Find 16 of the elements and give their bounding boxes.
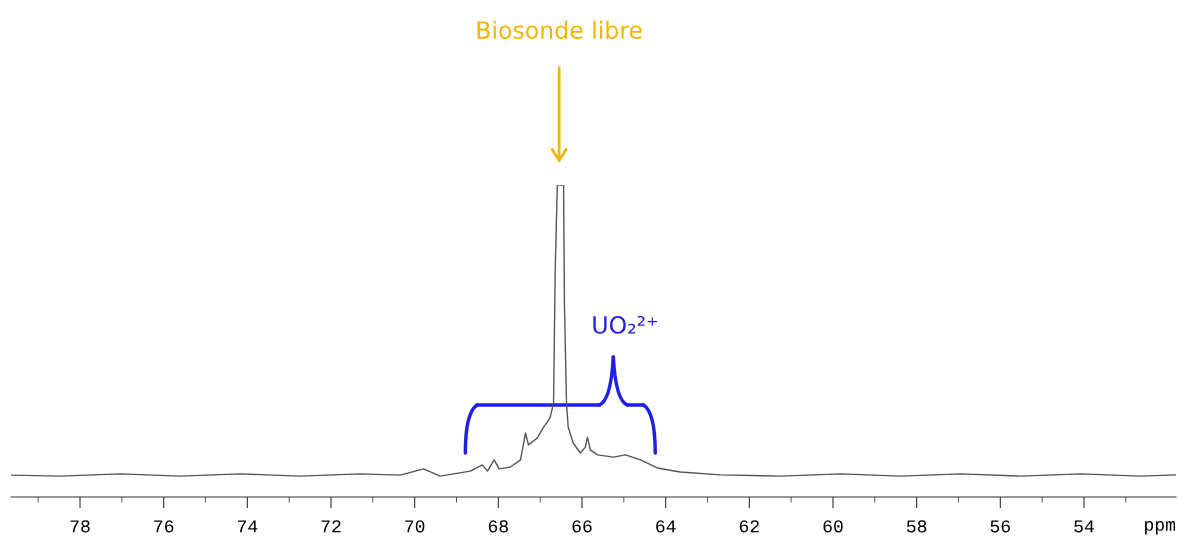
x-tick-label: 76 — [154, 520, 174, 533]
x-tick-label: 64 — [656, 520, 676, 533]
x-tick-label: 72 — [321, 520, 341, 533]
x-tick-label: 62 — [739, 520, 759, 533]
x-tick-label: 60 — [823, 520, 843, 533]
x-tick-label: 74 — [237, 520, 258, 533]
x-axis-title: ppm — [1145, 520, 1176, 535]
x-tick-label: 56 — [990, 520, 1010, 533]
x-tick-label: 70 — [405, 520, 425, 533]
x-tick-label: 58 — [906, 520, 927, 533]
x-tick-label: 78 — [70, 520, 90, 533]
annotation: UO₂²⁺ — [593, 315, 657, 334]
x-tick-label: 54 — [1074, 520, 1094, 533]
x-tick-label: 66 — [572, 520, 592, 533]
text: Biosonde libre — [477, 20, 642, 39]
x-tick-label: 68 — [488, 520, 508, 533]
